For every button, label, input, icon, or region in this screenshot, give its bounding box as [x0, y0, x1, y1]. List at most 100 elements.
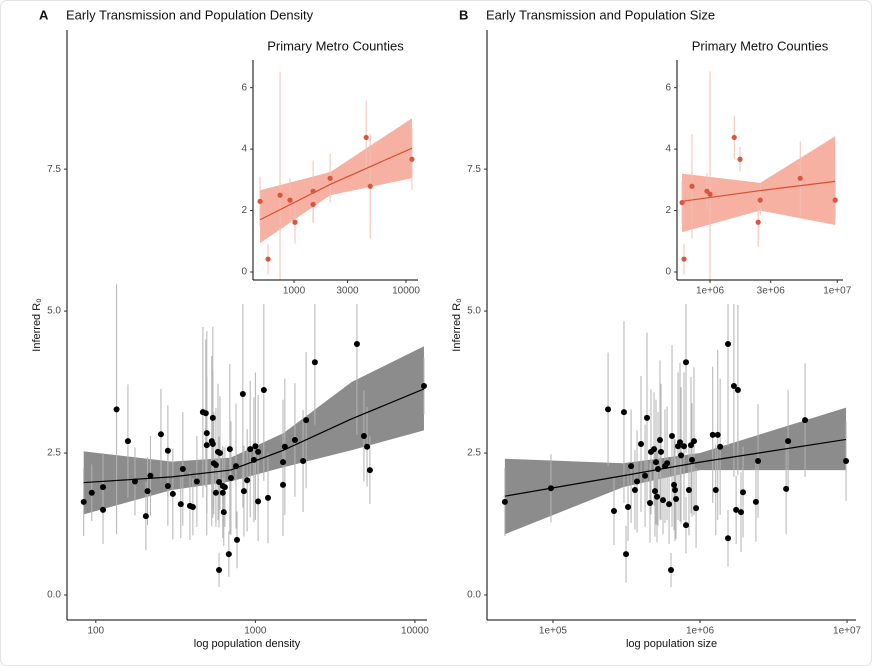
data-point	[88, 489, 95, 496]
data-point	[712, 486, 719, 493]
panel-label: A	[39, 7, 49, 22]
y-axis-label: Inferred R₀	[451, 298, 463, 351]
data-point	[671, 481, 678, 488]
data-point	[311, 359, 318, 366]
data-point	[219, 489, 226, 496]
data-point	[783, 485, 790, 492]
data-point	[802, 417, 809, 424]
data-point	[142, 513, 149, 520]
data-point	[785, 438, 792, 445]
data-point	[247, 446, 254, 453]
x-axis-label: log population density	[194, 638, 301, 650]
data-point	[673, 496, 680, 503]
x-tick-label: 10000	[401, 626, 429, 637]
panel: 0 2 4 6 1e+06 3e+06 1e+07 Primary Metro Countie…	[645, 34, 855, 304]
data-point	[203, 430, 210, 437]
x-axis-label: log population size	[626, 638, 717, 650]
plot-area	[257, 72, 415, 280]
x-tick-label: 1e+05	[539, 626, 568, 637]
x-tick-label: 3e+06	[757, 286, 786, 297]
y-tick-label: 0	[241, 267, 247, 278]
x-tick-label: 1e+06	[696, 286, 725, 297]
data-point	[843, 458, 850, 465]
panel-label: B	[459, 7, 468, 22]
data-point	[620, 409, 627, 416]
data-point	[260, 387, 267, 394]
y-tick-label: 7.5	[467, 164, 481, 175]
plot-area	[679, 71, 838, 280]
data-point	[360, 433, 367, 440]
data-point	[216, 567, 223, 574]
data-point	[280, 481, 287, 488]
data-point	[610, 507, 617, 514]
chart-title: Early Transmission and Population Densit…	[66, 7, 314, 22]
data-point	[717, 443, 724, 450]
data-point	[255, 448, 262, 455]
data-point	[653, 459, 660, 466]
data-point	[733, 506, 740, 513]
y-tick-label: 5.0	[47, 306, 61, 317]
data-point	[367, 183, 373, 189]
data-point	[681, 256, 687, 262]
data-point	[292, 219, 298, 225]
data-point	[226, 446, 233, 453]
data-point	[678, 452, 685, 459]
data-point	[672, 486, 679, 493]
fit-line	[259, 147, 413, 221]
fit-line	[83, 388, 425, 484]
x-tick-label: 1000	[244, 626, 267, 637]
confidence-band	[682, 136, 836, 233]
data-point	[737, 156, 743, 162]
data-point	[656, 436, 663, 443]
data-point	[755, 458, 762, 465]
data-point	[680, 443, 687, 450]
inset-title: Primary Metro Counties	[267, 38, 404, 53]
data-point	[832, 197, 838, 203]
data-point	[164, 482, 171, 489]
data-point	[100, 484, 107, 491]
data-point	[655, 465, 662, 472]
x-tick-label: 3000	[336, 286, 359, 297]
data-point	[255, 498, 262, 505]
data-point	[212, 489, 219, 496]
data-point	[239, 390, 246, 397]
fit-line	[682, 180, 836, 202]
data-point	[363, 134, 369, 141]
data-point	[169, 490, 176, 497]
fit-line	[504, 438, 847, 497]
data-point	[709, 431, 716, 438]
data-point	[216, 479, 223, 486]
data-point	[654, 493, 661, 500]
x-tick-label: 1000	[283, 286, 306, 297]
data-point	[364, 443, 371, 450]
x-tick-label: 1e+07	[823, 286, 852, 297]
data-point	[80, 498, 87, 505]
data-point	[265, 494, 272, 501]
data-point	[623, 551, 630, 558]
data-point	[327, 175, 333, 181]
y-tick-label: 4	[241, 144, 247, 155]
x-tick-label: 1e+07	[833, 626, 862, 637]
data-point	[179, 465, 186, 472]
plot-area	[501, 241, 850, 588]
data-point	[221, 484, 228, 491]
data-point	[669, 433, 676, 440]
plot-area	[80, 253, 427, 588]
data-point	[714, 431, 721, 438]
x-tick-label: 1e+06	[686, 626, 715, 637]
data-point	[631, 486, 638, 493]
data-point	[739, 489, 746, 496]
data-point	[725, 535, 732, 542]
y-tick-label: 5.0	[467, 306, 481, 317]
data-point	[164, 447, 171, 454]
data-point	[233, 536, 240, 543]
data-point	[209, 414, 216, 421]
data-point	[300, 458, 307, 465]
data-point	[203, 442, 210, 449]
data-point	[420, 383, 427, 390]
data-point	[547, 485, 554, 492]
data-point	[605, 406, 612, 413]
data-point	[644, 414, 651, 421]
